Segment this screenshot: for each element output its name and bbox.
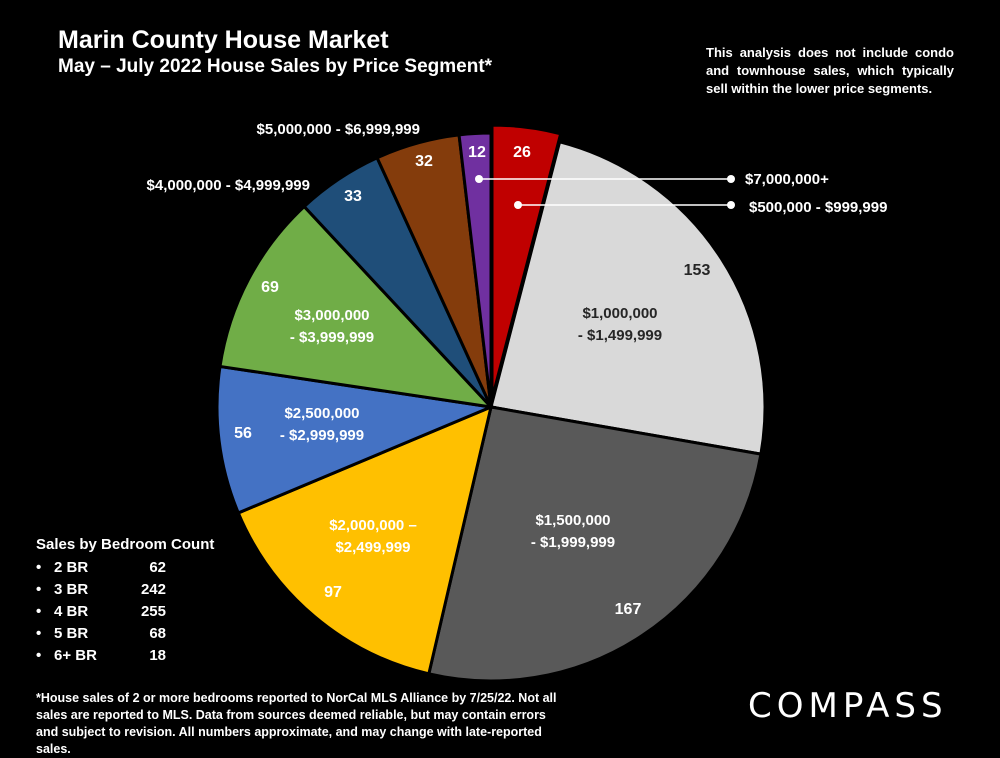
bedroom-value: 242 — [140, 581, 166, 598]
slice-category-label: $2,499,999 — [335, 539, 410, 556]
slice-value-label: 97 — [324, 584, 342, 601]
bedroom-label: 5 BR — [54, 625, 89, 642]
pie-slice-2-500-000-2-999-999 — [215, 364, 497, 515]
bedroom-row: • 2 BR 62 — [36, 557, 166, 579]
bedroom-count-list: • 2 BR 62 • 3 BR 242 • 4 BR 255 • 5 BR 68 • 6+ BR… — [36, 557, 214, 667]
bedroom-label: 4 BR — [54, 603, 89, 620]
leader-label: $500,000 - $999,999 — [749, 199, 887, 216]
slice-category-label: $1,000,000 — [582, 305, 657, 322]
bedroom-value: 18 — [149, 647, 166, 664]
bedroom-count-title: Sales by Bedroom Count — [36, 536, 215, 553]
slice-value-label: 33 — [344, 188, 362, 205]
bedroom-label: 6+ BR — [54, 647, 97, 664]
pie-slice-1-000-000-1-499-999 — [489, 139, 767, 456]
pie-slice-1-500-000-1-999-999 — [427, 405, 763, 683]
slice-category-label: $3,000,000 — [294, 307, 369, 324]
bedroom-value: 62 — [149, 559, 166, 576]
slice-value-label: 32 — [415, 153, 433, 170]
bullet-icon: • — [36, 603, 42, 620]
chart-subtitle: May – July 2022 House Sales by Price Seg… — [58, 56, 493, 77]
footnote: *House sales of 2 or more bedrooms repor… — [36, 691, 557, 756]
exclusion-note: This analysis does not include condo and… — [706, 45, 954, 96]
slice-value-label: 12 — [468, 144, 486, 161]
slice-external-label: $5,000,000 - $6,999,999 — [257, 121, 420, 138]
slice-value-label: 56 — [234, 425, 252, 442]
bedroom-row: • 3 BR 242 — [36, 579, 166, 601]
slice-value-label: 69 — [261, 279, 279, 296]
bullet-icon: • — [36, 559, 42, 576]
leader-end-dot — [727, 201, 735, 209]
slice-category-label: - $2,999,999 — [280, 427, 364, 444]
slice-category-label: $2,000,000 – — [329, 517, 417, 534]
leader-end-dot — [727, 175, 735, 183]
slice-value-label: 153 — [684, 262, 711, 279]
slice-value-label: 167 — [615, 601, 642, 618]
leader-start-dot — [475, 175, 483, 183]
pie-slice-7-000-000 — [457, 131, 493, 408]
slice-category-label: - $1,999,999 — [531, 534, 615, 551]
bedroom-row: • 6+ BR 18 — [36, 645, 166, 667]
bullet-icon: • — [36, 581, 42, 598]
slice-category-label: $1,500,000 — [535, 512, 610, 529]
slice-category-label: - $3,999,999 — [290, 329, 374, 346]
bedroom-value: 68 — [149, 625, 166, 642]
pie-slice-500-000-999-999 — [490, 123, 563, 400]
leader-label: $7,000,000+ — [745, 171, 829, 188]
slice-category-label: - $1,499,999 — [578, 327, 662, 344]
leader-start-dot — [514, 201, 522, 209]
slice-external-label: $4,000,000 - $4,999,999 — [147, 177, 310, 194]
slice-value-label: 26 — [513, 144, 531, 161]
bedroom-row: • 4 BR 255 — [36, 601, 166, 623]
chart-title: Marin County House Market — [58, 26, 389, 54]
bedroom-count-panel: Sales by Bedroom Count • 2 BR 62 • 3 BR 242 … — [36, 536, 214, 667]
pie-slice-2-000-000-2-499-999 — [236, 404, 494, 676]
bedroom-label: 3 BR — [54, 581, 89, 598]
compass-logo: COMPASS — [748, 686, 948, 726]
bullet-icon: • — [36, 625, 42, 642]
bedroom-value: 255 — [140, 603, 166, 620]
bullet-icon: • — [36, 647, 42, 664]
pie-slice-3-000-000-3-999-999 — [218, 204, 496, 410]
slice-category-label: $2,500,000 — [284, 405, 359, 422]
bedroom-label: 2 BR — [54, 559, 89, 576]
bedroom-row: • 5 BR 68 — [36, 623, 166, 645]
